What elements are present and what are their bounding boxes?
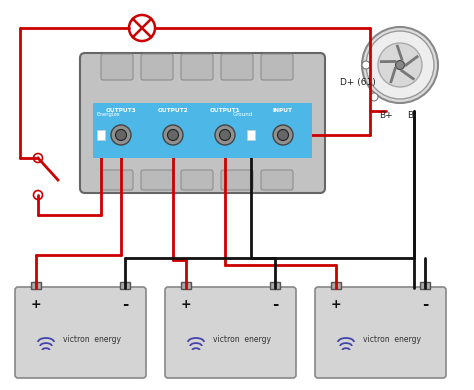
Circle shape <box>215 125 235 145</box>
FancyBboxPatch shape <box>181 170 213 190</box>
Circle shape <box>163 125 183 145</box>
FancyBboxPatch shape <box>101 170 133 190</box>
Text: Ground: Ground <box>233 112 253 117</box>
FancyBboxPatch shape <box>221 54 253 80</box>
Text: -: - <box>272 296 278 312</box>
Text: OUTPUT3: OUTPUT3 <box>106 108 137 113</box>
Circle shape <box>163 125 183 145</box>
Text: INPUT: INPUT <box>273 108 293 113</box>
Circle shape <box>362 61 370 69</box>
Text: B+: B+ <box>379 111 393 120</box>
Bar <box>97 130 105 140</box>
Bar <box>247 130 255 140</box>
Text: victron  energy: victron energy <box>213 335 272 344</box>
Circle shape <box>129 15 155 41</box>
Circle shape <box>395 60 404 69</box>
Circle shape <box>116 129 127 140</box>
FancyBboxPatch shape <box>101 54 133 80</box>
FancyBboxPatch shape <box>221 170 253 190</box>
Circle shape <box>219 129 230 140</box>
Circle shape <box>273 125 293 145</box>
Text: Energize: Energize <box>97 112 120 117</box>
FancyBboxPatch shape <box>15 287 146 378</box>
Text: OUTPUT1: OUTPUT1 <box>210 108 240 113</box>
Bar <box>31 282 41 289</box>
Text: OUTPUT2: OUTPUT2 <box>158 108 188 113</box>
Bar <box>120 282 130 289</box>
Bar <box>420 282 430 289</box>
Circle shape <box>378 43 422 87</box>
Text: victron  energy: victron energy <box>364 335 421 344</box>
Circle shape <box>366 31 434 99</box>
Bar <box>247 130 255 140</box>
Bar <box>93 103 312 158</box>
Circle shape <box>273 125 293 145</box>
Text: +: + <box>31 298 41 310</box>
Circle shape <box>34 154 43 163</box>
FancyBboxPatch shape <box>141 54 173 80</box>
Text: Ground: Ground <box>233 112 253 117</box>
Circle shape <box>34 190 43 200</box>
FancyBboxPatch shape <box>141 170 173 190</box>
Bar <box>93 103 312 158</box>
Text: +: + <box>181 298 191 310</box>
FancyBboxPatch shape <box>181 54 213 80</box>
Text: INPUT: INPUT <box>273 108 293 113</box>
Circle shape <box>370 93 378 101</box>
Circle shape <box>116 129 127 140</box>
FancyBboxPatch shape <box>165 287 296 378</box>
Text: victron  energy: victron energy <box>64 335 121 344</box>
Circle shape <box>277 129 289 140</box>
Circle shape <box>111 125 131 145</box>
Text: OUTPUT3: OUTPUT3 <box>106 108 137 113</box>
Text: -: - <box>122 296 128 312</box>
Text: OUTPUT2: OUTPUT2 <box>158 108 188 113</box>
Circle shape <box>219 129 230 140</box>
Text: OUTPUT1: OUTPUT1 <box>210 108 240 113</box>
Text: D+ (61): D+ (61) <box>340 78 376 87</box>
FancyBboxPatch shape <box>261 170 293 190</box>
Circle shape <box>277 129 289 140</box>
Text: +: + <box>331 298 341 310</box>
FancyBboxPatch shape <box>261 54 293 80</box>
FancyBboxPatch shape <box>80 53 325 193</box>
Text: -: - <box>422 296 428 312</box>
Circle shape <box>167 129 179 140</box>
Bar <box>181 282 191 289</box>
Circle shape <box>215 125 235 145</box>
Circle shape <box>167 129 179 140</box>
Circle shape <box>111 125 131 145</box>
Bar <box>270 282 280 289</box>
FancyBboxPatch shape <box>315 287 446 378</box>
Bar <box>97 130 105 140</box>
Bar <box>331 282 341 289</box>
Text: Energize: Energize <box>97 112 120 117</box>
Text: B-: B- <box>407 111 417 120</box>
Circle shape <box>362 27 438 103</box>
